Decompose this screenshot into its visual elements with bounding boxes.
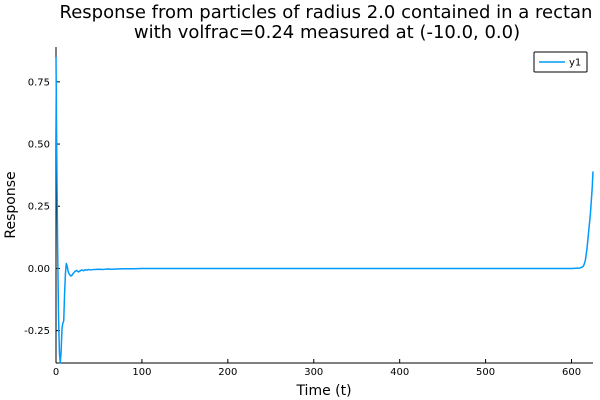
x-tick-label: 500 (476, 367, 495, 378)
x-tick-label: 200 (218, 367, 237, 378)
y-tick-label: 0.00 (28, 264, 50, 275)
y-tick-label: 0.25 (28, 202, 50, 213)
legend: y1 (533, 51, 588, 73)
y-tick-label: 0.50 (28, 140, 50, 151)
plot-area: 0 100 200 300 400 500 600 -0.25 0.00 0.25 0.50 0.7… (24, 47, 594, 378)
legend-label-y1: y1 (569, 58, 581, 69)
y-axis-label: Response (3, 171, 19, 238)
x-tick-label: 600 (562, 367, 581, 378)
series-layer (55, 56, 594, 364)
chart-title-line-2: with volfrac=0.24 measured at (-10.0, 0.… (134, 22, 520, 43)
y-tick-label: -0.25 (24, 326, 50, 337)
chart-title-line-1: Response from particles of radius 2.0 co… (60, 2, 593, 23)
x-tick-label: 400 (390, 367, 409, 378)
x-ticks: 0 100 200 300 400 500 600 (53, 359, 581, 378)
x-tick-label: 300 (304, 367, 323, 378)
series-line-y1 (55, 56, 594, 364)
x-tick-label: 100 (132, 367, 151, 378)
y-tick-label: 0.75 (28, 77, 50, 88)
x-tick-label: 0 (53, 367, 59, 378)
y-ticks: -0.25 0.00 0.25 0.50 0.75 (24, 77, 60, 337)
x-axis-label: Time (t) (295, 383, 351, 399)
